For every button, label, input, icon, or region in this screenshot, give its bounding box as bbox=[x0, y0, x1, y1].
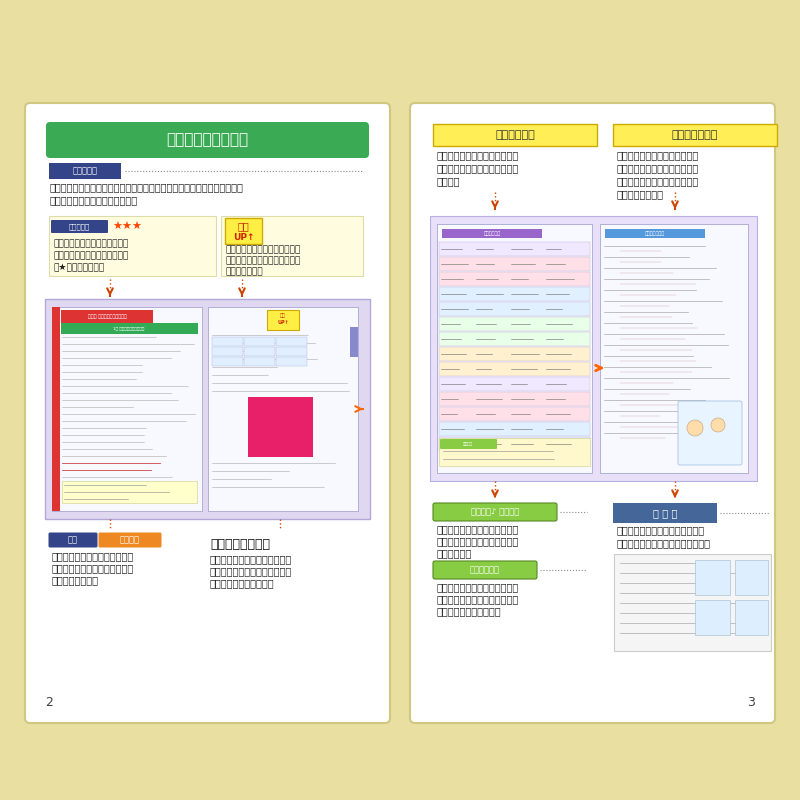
FancyBboxPatch shape bbox=[439, 437, 590, 451]
Text: その節での最重要事項をゴロ合: その節での最重要事項をゴロ合 bbox=[437, 582, 519, 592]
Text: 重要事項: 重要事項 bbox=[120, 535, 140, 545]
Text: らくらく暗記: らくらく暗記 bbox=[470, 566, 500, 574]
FancyBboxPatch shape bbox=[25, 103, 390, 723]
FancyBboxPatch shape bbox=[46, 122, 369, 158]
Text: 図解化・表解化してまとめました。: 図解化・表解化してまとめました。 bbox=[617, 538, 711, 548]
Text: 本文だけでは述べられなかった: 本文だけでは述べられなかった bbox=[437, 150, 519, 160]
FancyBboxPatch shape bbox=[98, 533, 162, 547]
FancyBboxPatch shape bbox=[600, 224, 748, 473]
Text: 定期テストと大学入試によく出: 定期テストと大学入試によく出 bbox=[226, 245, 302, 254]
Text: 実力強化編: 実力強化編 bbox=[73, 166, 98, 175]
Text: 3: 3 bbox=[747, 697, 755, 710]
FancyBboxPatch shape bbox=[51, 220, 108, 233]
Text: その節で学習する重要ポイントを、図解・表解・グラフなどを多用して、: その節で学習する重要ポイントを、図解・表解・グラフなどを多用して、 bbox=[50, 182, 244, 192]
Text: でもチェックできます。: でもチェックできます。 bbox=[210, 578, 274, 588]
Text: 資 料 編: 資 料 編 bbox=[653, 508, 677, 518]
FancyBboxPatch shape bbox=[439, 287, 590, 301]
Text: その節での典型的な問題をとり: その節での典型的な問題をとり bbox=[52, 551, 134, 561]
FancyBboxPatch shape bbox=[439, 317, 590, 331]
FancyBboxPatch shape bbox=[614, 554, 771, 651]
FancyBboxPatch shape bbox=[439, 392, 590, 406]
Text: ★★★: ★★★ bbox=[112, 222, 142, 231]
Text: 説しました。: 説しました。 bbox=[437, 548, 472, 558]
FancyBboxPatch shape bbox=[49, 216, 216, 276]
Text: ようにしました。: ようにしました。 bbox=[617, 189, 664, 199]
FancyBboxPatch shape bbox=[433, 503, 557, 521]
Text: UP↑: UP↑ bbox=[233, 233, 254, 242]
Text: 1節 原子量・分子量・式量: 1節 原子量・分子量・式量 bbox=[114, 326, 145, 330]
Text: 用語解説: 用語解説 bbox=[463, 442, 473, 446]
FancyBboxPatch shape bbox=[244, 357, 275, 366]
FancyBboxPatch shape bbox=[613, 124, 777, 146]
Text: ました。: ました。 bbox=[437, 176, 461, 186]
FancyBboxPatch shape bbox=[49, 533, 98, 547]
Text: 一問一答式の確認テスト。定期: 一問一答式の確認テスト。定期 bbox=[617, 150, 699, 160]
Text: と赤色の中の文字が消え、何度: と赤色の中の文字が消え、何度 bbox=[210, 566, 292, 576]
Text: （★３つが最重要）: （★３つが最重要） bbox=[54, 263, 105, 272]
FancyBboxPatch shape bbox=[267, 310, 299, 330]
Text: 語を、例などをあげて詳しく解: 語を、例などをあげて詳しく解 bbox=[437, 536, 519, 546]
FancyBboxPatch shape bbox=[442, 229, 542, 238]
FancyBboxPatch shape bbox=[613, 503, 717, 523]
Text: 巻末に「実力強化編」の内容を、: 巻末に「実力強化編」の内容を、 bbox=[617, 525, 705, 535]
FancyBboxPatch shape bbox=[208, 307, 358, 511]
FancyBboxPatch shape bbox=[276, 337, 307, 346]
Text: 2: 2 bbox=[45, 697, 53, 710]
Circle shape bbox=[687, 420, 703, 436]
Text: 本書の特色と使い方: 本書の特色と使い方 bbox=[166, 133, 249, 147]
Text: 本文に出てくる重要な事項・用: 本文に出てくる重要な事項・用 bbox=[437, 524, 519, 534]
FancyBboxPatch shape bbox=[221, 216, 363, 276]
FancyBboxPatch shape bbox=[439, 257, 590, 271]
FancyBboxPatch shape bbox=[605, 229, 705, 238]
FancyBboxPatch shape bbox=[439, 302, 590, 316]
FancyBboxPatch shape bbox=[225, 218, 262, 244]
Text: 消えるフィルターを上に載せる: 消えるフィルターを上に載せる bbox=[210, 554, 292, 564]
FancyBboxPatch shape bbox=[61, 310, 153, 323]
FancyBboxPatch shape bbox=[439, 407, 590, 421]
Text: 得点: 得点 bbox=[238, 221, 250, 231]
Text: 重要ポイントを表解式にまとめ: 重要ポイントを表解式にまとめ bbox=[437, 163, 519, 173]
Text: 表解のまとめ: 表解のまとめ bbox=[483, 231, 501, 236]
FancyBboxPatch shape bbox=[45, 299, 370, 519]
Text: チェックテスト: チェックテスト bbox=[672, 130, 718, 140]
Text: ようにしました。: ようにしました。 bbox=[52, 575, 99, 585]
Text: らくらく♪ 用語解説: らくらく♪ 用語解説 bbox=[471, 507, 519, 517]
Text: 表解のまとめ: 表解のまとめ bbox=[495, 130, 535, 140]
FancyBboxPatch shape bbox=[61, 323, 198, 334]
Text: 消えるフィルター: 消えるフィルター bbox=[210, 538, 270, 551]
FancyBboxPatch shape bbox=[244, 347, 275, 356]
Text: 箇条書きで簡潔にまとめました。: 箇条書きで簡潔にまとめました。 bbox=[50, 195, 138, 205]
FancyBboxPatch shape bbox=[439, 377, 590, 391]
Text: 頻出出しの右に、大学入試での: 頻出出しの右に、大学入試での bbox=[54, 239, 130, 248]
FancyBboxPatch shape bbox=[440, 439, 497, 449]
FancyBboxPatch shape bbox=[439, 438, 590, 466]
Text: 得点: 得点 bbox=[280, 313, 286, 318]
Text: 入試重要度: 入試重要度 bbox=[68, 223, 90, 230]
FancyBboxPatch shape bbox=[410, 103, 775, 723]
FancyBboxPatch shape bbox=[439, 422, 590, 436]
FancyBboxPatch shape bbox=[437, 224, 592, 473]
Text: 重要度を３段階で示しました。: 重要度を３段階で示しました。 bbox=[54, 251, 130, 260]
FancyBboxPatch shape bbox=[276, 347, 307, 356]
FancyBboxPatch shape bbox=[248, 397, 313, 457]
FancyBboxPatch shape bbox=[439, 242, 590, 256]
FancyBboxPatch shape bbox=[735, 560, 768, 595]
Text: UP↑: UP↑ bbox=[277, 319, 289, 325]
Text: 学入試直前の確認に活用できる: 学入試直前の確認に活用できる bbox=[617, 176, 699, 186]
Circle shape bbox=[711, 418, 725, 432]
FancyBboxPatch shape bbox=[52, 307, 202, 511]
FancyBboxPatch shape bbox=[433, 561, 537, 579]
FancyBboxPatch shape bbox=[350, 327, 358, 357]
Text: テスト直前の知識の総整理と大: テスト直前の知識の総整理と大 bbox=[617, 163, 699, 173]
FancyBboxPatch shape bbox=[52, 307, 60, 511]
FancyBboxPatch shape bbox=[244, 337, 275, 346]
FancyBboxPatch shape bbox=[430, 216, 757, 481]
FancyBboxPatch shape bbox=[212, 347, 243, 356]
FancyBboxPatch shape bbox=[212, 337, 243, 346]
FancyBboxPatch shape bbox=[439, 272, 590, 286]
Text: チェックテスト: チェックテスト bbox=[645, 231, 665, 236]
FancyBboxPatch shape bbox=[439, 332, 590, 346]
FancyBboxPatch shape bbox=[695, 560, 730, 595]
FancyBboxPatch shape bbox=[212, 357, 243, 366]
